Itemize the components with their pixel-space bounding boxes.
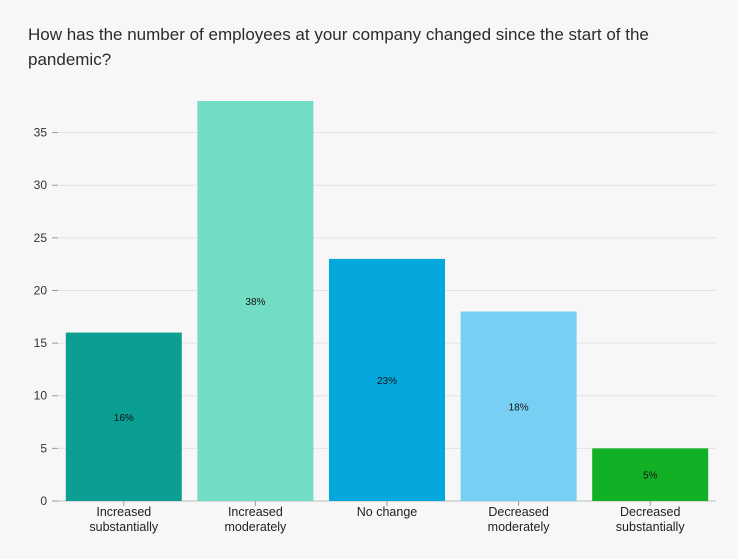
x-tick-label: No change (357, 505, 418, 519)
x-tick-label: Decreased (488, 505, 548, 519)
data-label: 23% (377, 376, 397, 387)
y-tick-label: 35 (34, 126, 48, 140)
data-label: 38% (245, 297, 265, 308)
y-tick-label: 30 (34, 178, 48, 192)
x-tick-label: moderately (488, 520, 551, 534)
chart-title: How has the number of employees at your … (28, 25, 649, 69)
x-tick-label: substantially (616, 520, 686, 534)
y-tick-label: 10 (34, 389, 48, 403)
bar[interactable] (65, 332, 182, 501)
y-axis-ticks: 0 5 10 15 20 25 30 35 (34, 126, 58, 508)
data-label: 5% (643, 471, 658, 482)
x-tick-label: Decreased (620, 505, 680, 519)
x-tick-label: moderately (224, 520, 287, 534)
y-tick-label: 20 (34, 283, 48, 297)
data-label: 16% (114, 413, 134, 424)
x-tick-label: Increased (96, 505, 151, 519)
y-tick-label: 25 (34, 231, 48, 245)
x-tick-label: Increased (228, 505, 283, 519)
y-tick-label: 15 (34, 336, 48, 350)
bars: 16% 38% 23% 18% 5% (65, 101, 709, 501)
y-tick-label: 0 (40, 494, 47, 508)
bar[interactable] (197, 101, 314, 501)
bar[interactable] (460, 311, 577, 501)
y-tick-label: 5 (40, 441, 47, 455)
bar[interactable] (592, 448, 709, 501)
x-tick-label: substantially (89, 520, 159, 534)
x-axis-labels: IncreasedsubstantiallyIncreasedmoderatel… (89, 501, 685, 534)
bar[interactable] (329, 258, 445, 501)
data-label: 18% (509, 402, 529, 413)
